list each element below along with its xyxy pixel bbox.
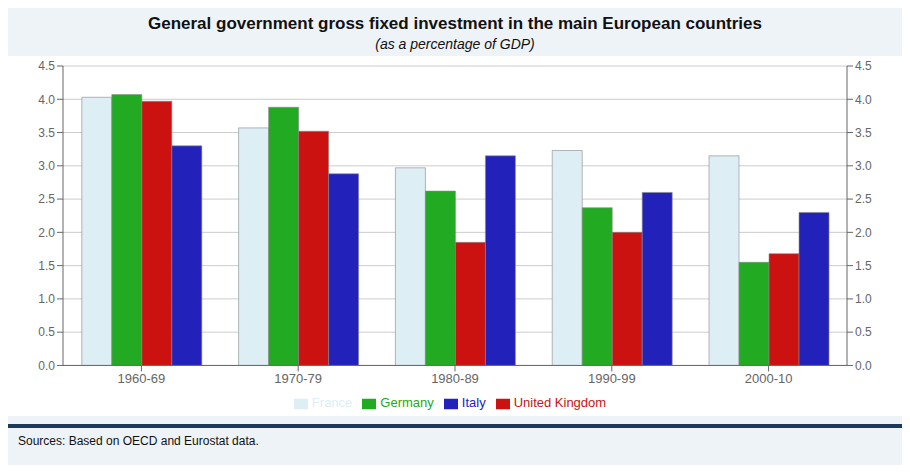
svg-text:3.0: 3.0 [855, 159, 872, 173]
svg-text:1990-99: 1990-99 [588, 371, 636, 386]
svg-text:0.5: 0.5 [855, 325, 872, 339]
svg-text:3.0: 3.0 [38, 159, 55, 173]
svg-text:4.5: 4.5 [855, 59, 872, 73]
svg-text:1970-79: 1970-79 [274, 371, 322, 386]
html-text:Italy: Italy [461, 395, 486, 411]
svg-text:1.5: 1.5 [855, 259, 872, 273]
html-text:United Kingdom: United Kingdom [513, 395, 607, 411]
svg-text:3.5: 3.5 [855, 126, 872, 140]
svg-text:1980-89: 1980-89 [431, 371, 479, 386]
svg-text:1.0: 1.0 [855, 292, 872, 306]
svg-text:2.5: 2.5 [38, 192, 55, 206]
svg-text:1960-69: 1960-69 [118, 371, 166, 386]
svg-text:0.0: 0.0 [38, 359, 55, 373]
html-text:Sources: Based on OECD and Eur: Sources: Based on OECD and Eurostat data… [18, 434, 259, 448]
svg-text:0.5: 0.5 [38, 325, 55, 339]
svg-text:1.0: 1.0 [38, 292, 55, 306]
svg-text:0.0: 0.0 [855, 359, 872, 373]
html-text:Germany: Germany [380, 395, 434, 411]
svg-text:4.5: 4.5 [38, 59, 55, 73]
svg-text:2.0: 2.0 [855, 226, 872, 240]
svg-text:4.0: 4.0 [855, 93, 872, 107]
html-text:General government gross fixed: General government gross fixed investmen… [148, 14, 762, 33]
svg-text:3.5: 3.5 [38, 126, 55, 140]
svg-text:4.0: 4.0 [38, 93, 55, 107]
svg-text:1.5: 1.5 [38, 259, 55, 273]
svg-text:2.5: 2.5 [855, 192, 872, 206]
html-text:(as a percentage of GDP): (as a percentage of GDP) [375, 36, 535, 52]
svg-text:2000-10: 2000-10 [745, 371, 793, 386]
html-text:France: France [311, 395, 353, 411]
svg-text:2.0: 2.0 [38, 226, 55, 240]
